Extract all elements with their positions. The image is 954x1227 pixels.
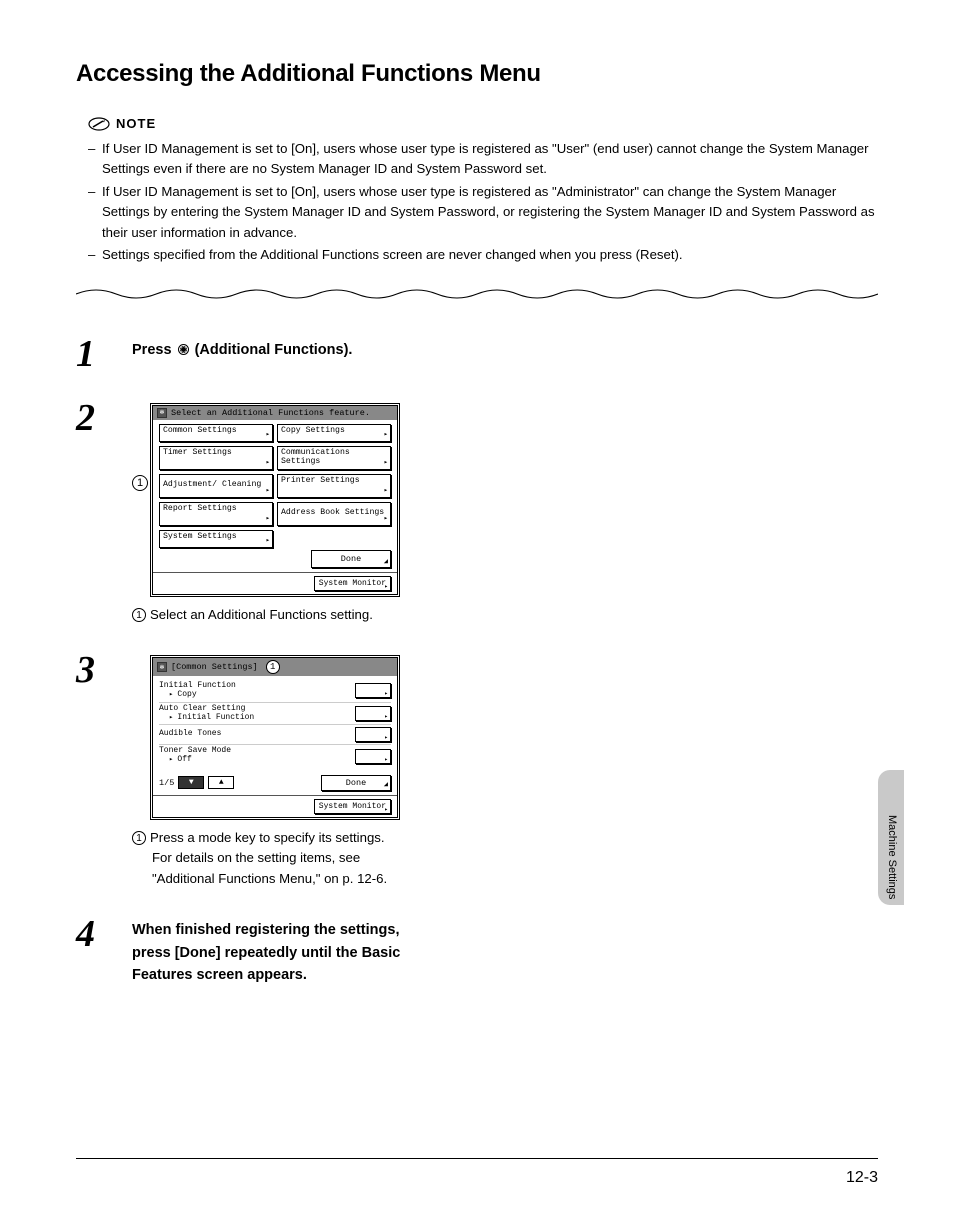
lcd-button[interactable]: System Settings▸: [159, 530, 273, 548]
note-item: Settings specified from the Additional F…: [102, 245, 683, 265]
lcd-button[interactable]: Copy Settings▸: [277, 424, 391, 442]
done-button[interactable]: Done◢: [311, 550, 391, 568]
system-monitor-button[interactable]: System Monitor▸: [314, 576, 391, 591]
lcd-button[interactable]: Common Settings▸: [159, 424, 273, 442]
lcd-row-button[interactable]: [355, 749, 391, 764]
page-title: Accessing the Additional Functions Menu: [76, 60, 878, 88]
callout-badge: 1: [266, 660, 280, 674]
step-number: 2: [76, 399, 132, 625]
step-number: 3: [76, 651, 132, 889]
done-button[interactable]: Done◢: [321, 775, 391, 791]
pager-text: 1/5: [159, 778, 174, 788]
gear-icon: ✻: [157, 662, 167, 672]
note-label: NOTE: [116, 116, 156, 131]
page-up-button[interactable]: ▲: [208, 776, 234, 789]
lcd-header: ✻ Select an Additional Functions feature…: [153, 406, 397, 420]
lcd-button[interactable]: Address Book Settings▸: [277, 502, 391, 526]
callout-badge: 1: [132, 475, 148, 491]
system-monitor-button[interactable]: System Monitor▸: [314, 799, 391, 814]
page-number: 12-3: [76, 1158, 878, 1187]
note-header: NOTE: [88, 116, 878, 131]
page-down-button[interactable]: ▼: [178, 776, 204, 789]
step-4-text: When finished registering the settings, …: [132, 919, 422, 986]
lcd-button[interactable]: Printer Settings▸: [277, 474, 391, 498]
step-1-text: Press (Additional Functions).: [132, 339, 878, 361]
step-1: 1 Press (Additional Functions).: [76, 335, 878, 373]
wavy-separator-icon: [76, 286, 878, 302]
note-item: If User ID Management is set to [On], us…: [102, 139, 878, 180]
step-number: 1: [76, 335, 132, 373]
lcd-button[interactable]: Communications Settings▸: [277, 446, 391, 470]
step-number: 4: [76, 915, 132, 986]
lcd-row-button[interactable]: [355, 727, 391, 742]
step-4: 4 When finished registering the settings…: [76, 915, 878, 986]
lcd-button[interactable]: Adjustment/ Cleaning▸: [159, 474, 273, 498]
lcd-row-button[interactable]: [355, 683, 391, 698]
lcd-row-button[interactable]: [355, 706, 391, 721]
lcd-button[interactable]: Report Settings▸: [159, 502, 273, 526]
note-item: If User ID Management is set to [On], us…: [102, 182, 878, 243]
lcd-screen-step2: ✻ Select an Additional Functions feature…: [150, 403, 400, 597]
pencil-oval-icon: [88, 117, 110, 131]
lcd-header: ✻ [Common Settings] 1: [153, 658, 397, 676]
step-2: 2 1 ✻ Select an Additional Functions fea…: [76, 399, 878, 625]
lcd-button[interactable]: Timer Settings▸: [159, 446, 273, 470]
step-2-caption: 1Select an Additional Functions setting.: [132, 605, 422, 625]
gear-icon: ✻: [157, 408, 167, 418]
step-3: 3 ✻ [Common Settings] 1 Initial Function…: [76, 651, 878, 889]
section-tab-label: Machine Settings: [886, 815, 898, 899]
note-list: –If User ID Management is set to [On], u…: [88, 139, 878, 266]
step-3-caption: 1Press a mode key to specify its setting…: [132, 828, 422, 889]
additional-functions-icon: [178, 344, 189, 355]
lcd-screen-step3: ✻ [Common Settings] 1 Initial FunctionCo…: [150, 655, 400, 820]
